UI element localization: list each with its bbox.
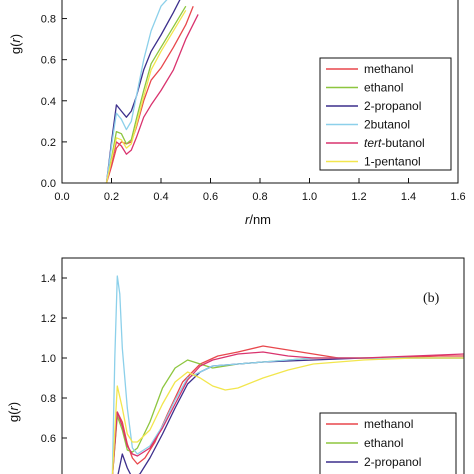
series-line-2-propanol (105, 0, 181, 183)
legend-label: methanol (364, 417, 413, 431)
panel-a-y-axis-label: g(r) (8, 34, 23, 54)
legend-label-text: ethanol (364, 436, 403, 450)
legend-label-text: 1-pentanol (364, 155, 421, 169)
legend-label-text: methanol (364, 417, 413, 431)
x-tick-label: 1.0 (302, 191, 317, 203)
legend-label-text: 2butanol (364, 118, 410, 132)
x-tick-label: 0.4 (153, 191, 168, 203)
y-tick-label: 0.2 (41, 137, 56, 149)
series-line-2butanol (105, 0, 168, 183)
legend-label-text: 2-propanol (364, 99, 421, 113)
panel-b-legend-items: methanol ethanol 2-propanol (326, 417, 421, 469)
series-line-ethanol (105, 5, 187, 183)
panel-b-y-axis-label: g(r) (6, 402, 21, 422)
x-tick-label: 0.8 (252, 191, 267, 203)
y-tick-label: 0.4 (41, 96, 56, 108)
y-tick-label: 0.8 (41, 14, 56, 26)
legend-label: ethanol (364, 436, 403, 450)
x-tick-label: 0.2 (104, 191, 119, 203)
x-tick-label: 0.0 (54, 191, 69, 203)
panel-b-frame (61, 257, 465, 474)
legend-label-italic: tert (364, 136, 382, 150)
panel-a-legend: methanol ethanol 2-propanol 2butanol tert-bu… (319, 57, 452, 171)
series-line-1-pentanol (111, 357, 464, 474)
legend-label: ethanol (364, 81, 403, 95)
panel-a-plot (61, 0, 459, 184)
legend-label: methanol (364, 62, 413, 76)
series-line-tert-butanol (111, 351, 464, 474)
series-line-1-pentanol (105, 9, 187, 183)
series-line-methanol (105, 5, 194, 183)
y-tick-label: 0.6 (41, 55, 56, 67)
y-tick-label: 1.4 (41, 273, 56, 285)
series-line-tert-butanol (105, 14, 199, 183)
legend-label: 1-pentanol (364, 155, 421, 169)
y-tick-label: 0.6 (41, 433, 56, 445)
panel-a-legend-items: methanol ethanol 2-propanol 2butanol tert-bu… (326, 62, 425, 169)
x-tick-label: 1.6 (450, 191, 465, 203)
panel-b-label: (b) (423, 291, 440, 306)
y-tick-label: 1.0 (41, 353, 56, 365)
legend-label: tert-butanol (364, 136, 425, 150)
x-tick-label: 0.6 (203, 191, 218, 203)
legend-label-text: ethanol (364, 81, 403, 95)
legend-label: 2-propanol (364, 99, 421, 113)
panel-a-series-group (105, 0, 199, 183)
y-tick-label: 1.2 (41, 313, 56, 325)
legend-label-text: methanol (364, 62, 413, 76)
legend-label-text: 2-propanol (364, 455, 421, 469)
x-tick-label: 1.4 (401, 191, 416, 203)
legend-label: 2-propanol (364, 455, 421, 469)
y-tick-label: 0.0 (41, 178, 56, 190)
series-line-2-propanol (117, 357, 464, 474)
panel-b-legend: methanol ethanol 2-propanol (319, 412, 457, 474)
panel-a-legend-box (319, 57, 452, 171)
legend-label: 2butanol (364, 118, 410, 132)
x-tick-label: 1.2 (351, 191, 366, 203)
legend-label-text: -butanol (381, 136, 424, 150)
panel-a: 0.0 0.2 0.4 0.6 0.8 0.0 0.2 0.4 0.6 0.8 1.0 1.2 1.4 1… (8, 0, 466, 227)
panel-a-ticks: 0.0 0.2 0.4 0.6 0.8 0.0 0.2 0.4 0.6 0.8 1.0 1.2 1.4 1… (41, 14, 466, 203)
panel-b-ticks: 0.40.60.81.01.21.4 (41, 273, 67, 474)
panel-b: 0.40.60.81.01.21.4 (b) g(r) methanoletha… (6, 257, 465, 474)
panel-b-plot (61, 257, 465, 474)
panel-b-series-group (111, 275, 464, 474)
y-tick-label: 0.8 (41, 393, 56, 405)
panel-a-x-axis-label: r/nm (245, 212, 271, 227)
